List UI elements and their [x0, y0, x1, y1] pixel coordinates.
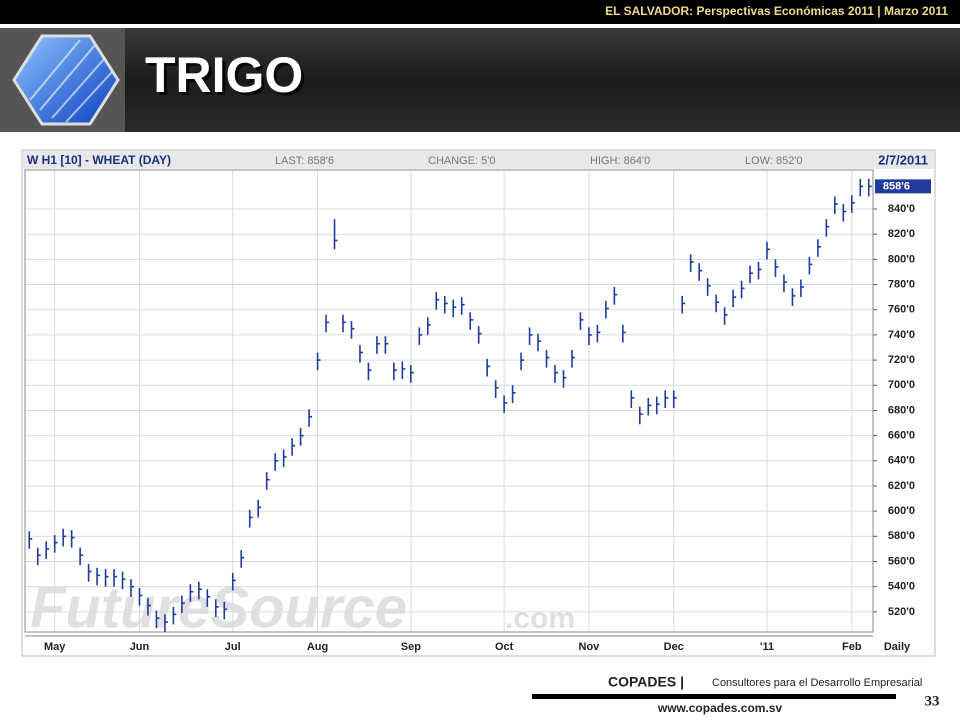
- y-tick-label: 620'0: [888, 480, 915, 492]
- chart-header: [23, 151, 934, 169]
- tagline: Consultores para el Desarrollo Empresari…: [712, 677, 922, 689]
- page-number: 33: [925, 693, 940, 709]
- low: LOW: 852'0: [745, 155, 803, 167]
- watermark-suffix: .com: [505, 602, 575, 635]
- y-tick-label: 520'0: [888, 606, 915, 618]
- brand: COPADES |: [608, 674, 684, 690]
- y-tick-label: 760'0: [888, 304, 915, 316]
- x-tick-label: May: [44, 641, 66, 653]
- x-tick-label: Jun: [130, 641, 150, 653]
- y-tick-label: 780'0: [888, 278, 915, 290]
- x-tick-label: '11: [760, 641, 774, 653]
- last: LAST: 858'6: [275, 155, 334, 167]
- y-tick-label: 820'0: [888, 228, 915, 240]
- y-tick-label: 640'0: [888, 455, 915, 467]
- date: 2/7/2011: [878, 152, 928, 167]
- y-tick-label: 580'0: [888, 530, 915, 542]
- y-tick-label: 660'0: [888, 430, 915, 442]
- x-tick-label: Aug: [307, 641, 328, 653]
- footer-line: [532, 694, 896, 699]
- x-tick-label: Dec: [664, 641, 684, 653]
- url: www.copades.com.sv: [657, 701, 783, 715]
- y-tick-label: 800'0: [888, 253, 915, 265]
- top-bar: [0, 0, 960, 24]
- y-tick-label: 740'0: [888, 329, 915, 341]
- last-tag: 858'6: [883, 180, 910, 192]
- y-tick-label: 680'0: [888, 404, 915, 416]
- y-tick-label: 700'0: [888, 379, 915, 391]
- x-tick-label: Jul: [225, 641, 241, 653]
- title: TRIGO: [145, 47, 303, 103]
- x-tick-label: Oct: [495, 641, 514, 653]
- top-text: EL SALVADOR: Perspectivas Económicas 201…: [605, 4, 948, 18]
- title-shadow: TRIGO: [148, 50, 306, 106]
- y-tick-label: 840'0: [888, 203, 915, 215]
- y-tick-label: 560'0: [888, 555, 915, 567]
- y-tick-label: 720'0: [888, 354, 915, 366]
- period: Daily: [884, 641, 911, 653]
- last-tag-bg: [875, 179, 931, 194]
- x-tick-label: Nov: [579, 641, 601, 653]
- change: CHANGE: 5'0: [428, 155, 496, 167]
- high: HIGH: 864'0: [590, 155, 650, 167]
- watermark: FutureSource: [30, 575, 407, 640]
- x-tick-label: Feb: [842, 641, 862, 653]
- chart-title: W H1 [10] - WHEAT (DAY): [27, 153, 171, 167]
- banner: [0, 28, 960, 132]
- y-tick-label: 540'0: [888, 581, 915, 593]
- y-tick-label: 600'0: [888, 505, 915, 517]
- x-tick-label: Sep: [401, 641, 421, 653]
- logo-lines: [29, 39, 113, 123]
- plot-border: [24, 169, 874, 633]
- plot: 520'0 540'0 560'0 580'0 600'0 620'0 640'0 660'0…: [24, 169, 931, 653]
